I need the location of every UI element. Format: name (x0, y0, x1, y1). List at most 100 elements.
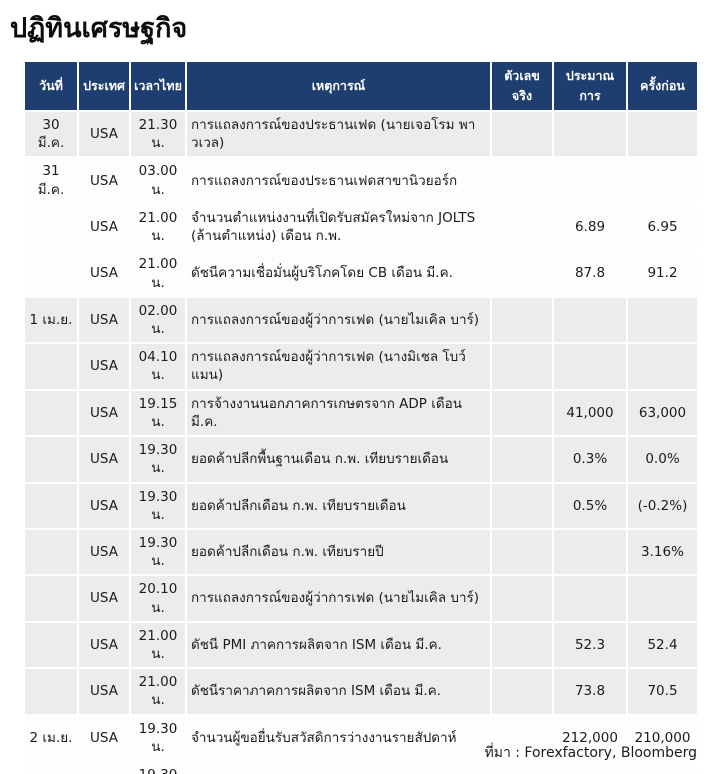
cell-previous: (-0.2%) (627, 482, 697, 530)
cell-country: USA (78, 761, 131, 774)
cell-time: 21.00 น. (130, 621, 187, 670)
cell-estimate: 6.89 (553, 203, 628, 252)
cell-country: USA (78, 575, 131, 623)
cell-estimate (553, 343, 628, 391)
column-header-3: เหตุการณ์ (186, 62, 492, 112)
cell-country: USA (78, 203, 131, 252)
cell-estimate: (-60.3) (553, 761, 628, 774)
table-row: 31 มี.ค. USA 03.00 น. การแถลงการณ์ของประธาน… (25, 157, 697, 205)
cell-previous: 3.16% (627, 528, 697, 577)
table-row: USA 04.10 น. การแถลงการณ์ของผู้ว่าการเฟด (… (25, 343, 697, 391)
cell-date (25, 621, 79, 670)
cell-event: จำนวนตำแหน่งงานที่เปิดรับสมัครใหม่จาก JO… (186, 203, 492, 252)
cell-estimate (553, 157, 628, 205)
cell-event: ดัชนี PMI ภาคการผลิตจาก ISM เดือน มี.ค. (186, 621, 492, 670)
cell-event: การแถลงการณ์ของผู้ว่าการเฟด (นายไมเคิล บ… (186, 575, 492, 623)
cell-actual (491, 111, 554, 159)
cell-date (25, 575, 79, 623)
cell-country: USA (78, 621, 131, 670)
table-row: 2 เม.ย. USA 19.30 น. จำนวนผู้ขอยื่นรับสวัสด… (25, 714, 697, 763)
cell-time: 04.10 น. (130, 343, 187, 391)
column-header-2: เวลาไทย (130, 62, 187, 112)
cell-time: 03.00 น. (130, 157, 187, 205)
cell-estimate: 73.8 (553, 668, 628, 716)
cell-estimate: 212,000 (553, 714, 628, 763)
cell-event: ดัชนีราคาภาคการผลิตจาก ISM เดือน มี.ค. (186, 668, 492, 716)
cell-country: USA (78, 528, 131, 577)
cell-date (25, 528, 79, 577)
cell-time: 21.00 น. (130, 250, 187, 298)
cell-event: ยอดค้าปลีกเดือน ก.พ. เทียบรายเดือน (186, 482, 492, 530)
cell-event: ดุลการค้าสหรัฐฯ เดือน ก.พ. (พันล้านดอลลา… (186, 761, 492, 774)
cell-date (25, 761, 79, 774)
cell-actual (491, 714, 554, 763)
source-note: ที่มา : Forexfactory, Bloomberg (484, 745, 697, 761)
column-header-4: ตัวเลขจริง (491, 62, 554, 112)
cell-event: การแถลงการณ์ของประธานเฟดสาขานิวยอร์ก (186, 157, 492, 205)
column-header-5: ประมาณการ (553, 62, 628, 112)
table-header-row: วันที่ ประเทศ เวลาไทย เหตุการณ์ ตัวเลขจริง ปร… (25, 62, 697, 112)
cell-estimate (553, 528, 628, 577)
cell-actual (491, 436, 554, 484)
cell-date (25, 482, 79, 530)
cell-date (25, 343, 79, 391)
cell-estimate: 41,000 (553, 389, 628, 438)
cell-event: ยอดค้าปลีกพื้นฐานเดือน ก.พ. เทียบรายเดือ… (186, 436, 492, 484)
cell-time: 21.00 น. (130, 668, 187, 716)
cell-previous: 210,000 (627, 714, 697, 763)
table-row: USA 21.00 น. ดัชนีความเชื่อมั่นผู้บริโภคโด… (25, 250, 697, 298)
cell-estimate: 0.5% (553, 482, 628, 530)
cell-actual (491, 157, 554, 205)
cell-previous (627, 575, 697, 623)
cell-event: การจ้างงานนอกภาคการเกษตรจาก ADP เดือน มี… (186, 389, 492, 438)
table-row: 30 มี.ค. USA 21.30 น. การแถลงการณ์ของประธาน… (25, 111, 697, 159)
cell-previous (627, 157, 697, 205)
cell-date (25, 389, 79, 438)
cell-country: USA (78, 668, 131, 716)
cell-country: USA (78, 157, 131, 205)
cell-country: USA (78, 482, 131, 530)
cell-time: 21.00 น. (130, 203, 187, 252)
table-row: USA 20.10 น. การแถลงการณ์ของผู้ว่าการเฟด (… (25, 575, 697, 623)
table-row: USA 21.00 น. จำนวนตำแหน่งงานที่เปิดรับสมัค… (25, 203, 697, 252)
table-row: USA 19.30 น. ยอดค้าปลีกเดือน ก.พ. เทียบราย… (25, 528, 697, 577)
cell-actual (491, 203, 554, 252)
cell-previous (627, 343, 697, 391)
cell-previous: (-54.5) (627, 761, 697, 774)
cell-event: ดัชนีความเชื่อมั่นผู้บริโภคโดย CB เดือน … (186, 250, 492, 298)
cell-previous: 6.95 (627, 203, 697, 252)
table-row: 1 เม.ย. USA 02.00 น. การแถลงการณ์ของผู้ว่าก… (25, 296, 697, 345)
cell-country: USA (78, 343, 131, 391)
cell-previous: 0.0% (627, 436, 697, 484)
cell-previous: 63,000 (627, 389, 697, 438)
cell-country: USA (78, 296, 131, 345)
cell-estimate (553, 111, 628, 159)
cell-time: 19.30 น. (130, 436, 187, 484)
cell-event: การแถลงการณ์ของประธานเฟด (นายเจอโรม พาวเ… (186, 111, 492, 159)
cell-actual (491, 482, 554, 530)
cell-date (25, 203, 79, 252)
cell-estimate: 87.8 (553, 250, 628, 298)
cell-previous (627, 296, 697, 345)
cell-date (25, 250, 79, 298)
economic-calendar-table: วันที่ ประเทศ เวลาไทย เหตุการณ์ ตัวเลขจริง ปร… (25, 62, 697, 774)
cell-previous: 70.5 (627, 668, 697, 716)
cell-event: การแถลงการณ์ของผู้ว่าการเฟด (นางมิเชล โบ… (186, 343, 492, 391)
column-header-0: วันที่ (25, 62, 79, 112)
cell-event: การแถลงการณ์ของผู้ว่าการเฟด (นายไมเคิล บ… (186, 296, 492, 345)
cell-actual (491, 389, 554, 438)
cell-actual (491, 296, 554, 345)
cell-time: 20.10 น. (130, 575, 187, 623)
cell-estimate: 0.3% (553, 436, 628, 484)
cell-date: 31 มี.ค. (25, 157, 79, 205)
table-body: 30 มี.ค. USA 21.30 น. การแถลงการณ์ของประธาน… (25, 111, 697, 774)
cell-country: USA (78, 714, 131, 763)
cell-time: 19.15 น. (130, 389, 187, 438)
cell-date: 2 เม.ย. (25, 714, 79, 763)
table-row: USA 21.00 น. ดัชนีราคาภาคการผลิตจาก ISM เด… (25, 668, 697, 716)
cell-date: 30 มี.ค. (25, 111, 79, 159)
cell-date (25, 668, 79, 716)
page-title: ปฏิทินเศรษฐกิจ (10, 13, 188, 44)
